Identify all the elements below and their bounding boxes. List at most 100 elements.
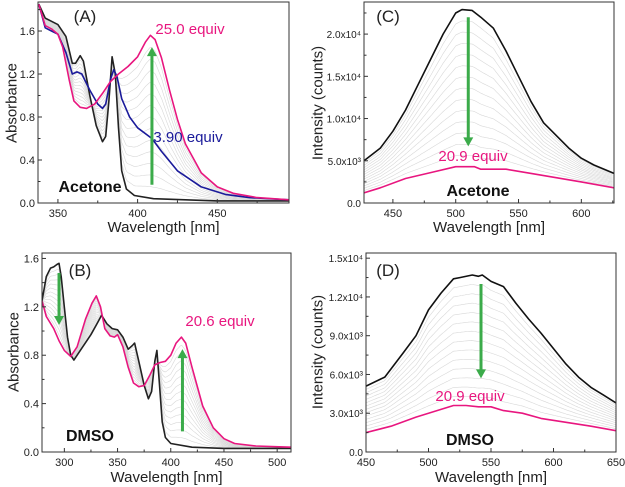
intermediate-curve — [38, 3, 289, 201]
x-tick-label: 550 — [509, 208, 527, 220]
solvent-label: Acetone — [58, 179, 121, 196]
x-tick-label: 450 — [208, 208, 226, 220]
series-annotation: 25.0 equiv — [155, 21, 225, 38]
x-tick-label: 400 — [128, 208, 146, 220]
plot-frame — [37, 1, 290, 204]
panel-b: 300 350 400 450 500 0.0 0.4 0.8 1.2 1.6 Wavelength… — [6, 252, 292, 486]
y-tick-label: 1.0x10⁴ — [327, 115, 361, 126]
series-annotation: 20.6 equiv — [185, 313, 255, 330]
series-annotation: 20.9 equiv — [435, 388, 505, 405]
y-tick-label: 1.2 — [20, 69, 35, 81]
intermediate-curve — [366, 368, 616, 423]
solvent-label: Acetone — [446, 183, 509, 200]
x-axis-label: Wavelength [nm] — [433, 219, 545, 236]
plot-frame — [41, 252, 292, 453]
intermediate-curve — [366, 284, 616, 406]
y-tick-label: 1.6 — [20, 26, 35, 38]
x-tick-label: 600 — [572, 208, 590, 220]
x-tick-label: 500 — [447, 208, 465, 220]
plot-frame — [363, 1, 615, 204]
series-line-0-equiv — [366, 274, 616, 404]
series-annotation: 20.9 equiv — [438, 148, 508, 165]
series-line-0-equiv — [42, 262, 291, 450]
y-tick-label: 6.0x10³ — [330, 370, 364, 381]
y-tick-label: 0.4 — [24, 399, 39, 411]
intermediate-curve — [364, 42, 613, 177]
intermediate-curve — [364, 65, 613, 179]
intermediate-curve — [366, 386, 616, 427]
y-tick-label: 0.8 — [24, 350, 39, 362]
x-axis-label: Wavelength [nm] — [435, 469, 547, 486]
intermediate-curve — [364, 155, 613, 191]
intermediate-curve — [366, 330, 616, 416]
panel-a: 350 400 450 0.0 0.4 0.8 1.2 1.6 Wavelength [nm] A… — [4, 1, 290, 236]
y-axis-label: Absorbance — [4, 63, 21, 143]
x-tick-label: 300 — [55, 457, 73, 469]
intermediate-curve — [38, 3, 289, 201]
intermediate-curve — [364, 20, 613, 175]
y-axis-label: Intensity (counts) — [310, 295, 327, 409]
series-line-25-0-equiv — [38, 3, 289, 201]
x-tick-label: 500 — [419, 457, 437, 469]
y-axis-label: Intensity (counts) — [310, 46, 327, 160]
y-tick-label: 2.0x10⁴ — [327, 30, 361, 41]
y-tick-label: 1.2 — [24, 302, 39, 314]
intermediate-curve — [366, 377, 616, 425]
arrow-head-icon — [463, 137, 474, 147]
plot-area — [366, 274, 616, 434]
intermediate-curve — [366, 312, 616, 412]
intermediate-curve — [366, 359, 616, 422]
panel-d: 450 500 550 600 650 0.0 3.0x10³ 6.0x10³ 9.0x10³ 1… — [310, 252, 625, 486]
intermediate-curve — [364, 54, 613, 178]
panel-c: 450 500 550 600 0.0 5.0x10³ 1.0x10⁴ 1.5x10⁴ 2.0x… — [310, 1, 615, 236]
series-annotation: 3.90 equiv — [153, 129, 223, 146]
x-tick-label: 350 — [49, 208, 67, 220]
y-tick-label: 5.0x10³ — [328, 157, 362, 168]
x-tick-label: 550 — [482, 457, 500, 469]
intermediate-curve — [42, 268, 290, 449]
x-tick-label: 450 — [384, 208, 402, 220]
intermediate-curve — [364, 99, 613, 182]
x-tick-label: 600 — [544, 457, 562, 469]
x-tick-label: 450 — [215, 457, 233, 469]
series-line-20-6-equiv — [42, 295, 291, 448]
y-tick-label: 0.0 — [349, 448, 363, 459]
y-tick-label: 1.2x10⁴ — [329, 293, 363, 304]
y-tick-label: 0.4 — [20, 155, 35, 167]
intermediate-curve — [42, 287, 290, 449]
y-tick-label: 1.5x10⁴ — [327, 72, 361, 83]
intermediate-curve — [366, 293, 616, 408]
y-axis-label: Absorbance — [6, 312, 23, 392]
panel-label: (B) — [69, 261, 92, 280]
series-line-20-9-equiv — [366, 404, 616, 434]
arrow-head-icon — [54, 315, 65, 325]
intermediate-curve — [364, 132, 613, 187]
intermediate-curve — [364, 121, 613, 184]
series-line-3-90-equiv — [38, 3, 289, 201]
x-tick-label: 450 — [357, 457, 375, 469]
series-line-0-equiv — [38, 3, 289, 202]
x-tick-label: 400 — [162, 457, 180, 469]
series-line-0-equiv — [364, 8, 614, 175]
panel-label: (D) — [376, 261, 400, 280]
intermediate-curve — [366, 396, 616, 430]
intermediate-curve — [364, 110, 613, 183]
plot-area — [38, 3, 289, 202]
solvent-label: DMSO — [66, 428, 114, 445]
y-tick-label: 1.5x10⁴ — [329, 254, 363, 265]
y-tick-label: 0.0 — [24, 447, 39, 459]
panel-label: (A) — [74, 7, 97, 26]
intermediate-curve — [364, 87, 613, 181]
intermediate-curve — [366, 302, 616, 410]
panel-label: (C) — [376, 7, 400, 26]
x-axis-label: Wavelength [nm] — [108, 219, 220, 236]
arrow-head-icon — [177, 349, 188, 359]
intermediate-curve — [366, 321, 616, 414]
y-tick-label: 0.0 — [20, 198, 35, 210]
arrow-head-icon — [476, 369, 486, 379]
y-tick-label: 1.6 — [24, 253, 39, 265]
series-line-20-9-equiv — [364, 165, 614, 194]
intermediate-curve — [364, 144, 613, 189]
x-tick-label: 650 — [607, 457, 625, 469]
